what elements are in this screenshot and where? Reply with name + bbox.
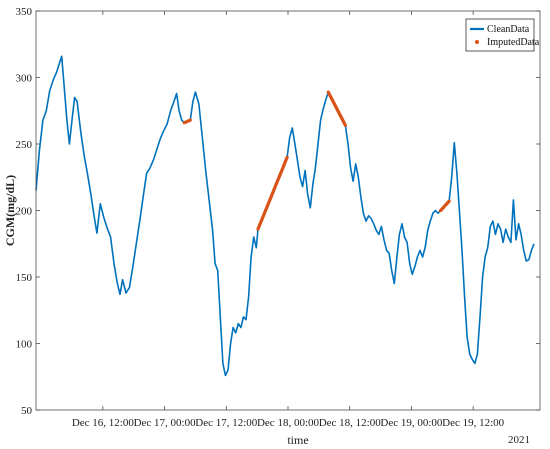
y-tick-label: 150 [16, 272, 33, 284]
x-tick-label: Dec 17, 00:00 [134, 417, 197, 429]
series-line-clean [35, 55, 535, 377]
imputed-point [343, 123, 347, 127]
x-tick-label: Dec 19, 00:00 [380, 417, 443, 429]
imputed-segment [326, 90, 347, 127]
x-tick-label: Dec 17, 12:00 [195, 417, 258, 429]
x-tick-label: Dec 19, 12:00 [442, 417, 505, 429]
legend-box [465, 18, 535, 52]
x-axis-label: time [287, 433, 308, 447]
legend-swatch-imputed [475, 40, 479, 44]
y-tick-label: 100 [16, 339, 33, 351]
imputed-segment [182, 118, 192, 125]
imputed-point [447, 199, 451, 203]
imputed-segment [256, 155, 289, 231]
legend-label-imputed: ImputedData [487, 37, 540, 48]
y-axis-ticks: 50 100 150 200 250 300 350 [16, 6, 540, 417]
x-axis-year-label: 2021 [508, 434, 530, 446]
imputed-point [285, 155, 289, 159]
x-axis-ticks: Dec 16, 12:00 Dec 17, 00:00 Dec 17, 12:00 D… [72, 11, 505, 429]
imputed-point [188, 118, 192, 122]
y-tick-label: 200 [16, 206, 33, 218]
x-tick-label: Dec 18, 00:00 [257, 417, 320, 429]
x-tick-label: Dec 18, 12:00 [319, 417, 382, 429]
y-tick-label: 300 [16, 73, 33, 85]
legend[interactable]: CleanData ImputedData [465, 18, 540, 52]
y-tick-label: 250 [16, 139, 33, 151]
legend-label-clean: CleanData [487, 24, 530, 35]
plot-frame [35, 10, 541, 411]
y-axis-label: CGM(mg/dL) [3, 175, 17, 246]
y-tick-label: 50 [21, 405, 33, 417]
series-layer [35, 55, 535, 377]
imputed-segment [439, 199, 451, 213]
y-tick-label: 350 [16, 6, 33, 18]
x-tick-label: Dec 16, 12:00 [72, 417, 135, 429]
